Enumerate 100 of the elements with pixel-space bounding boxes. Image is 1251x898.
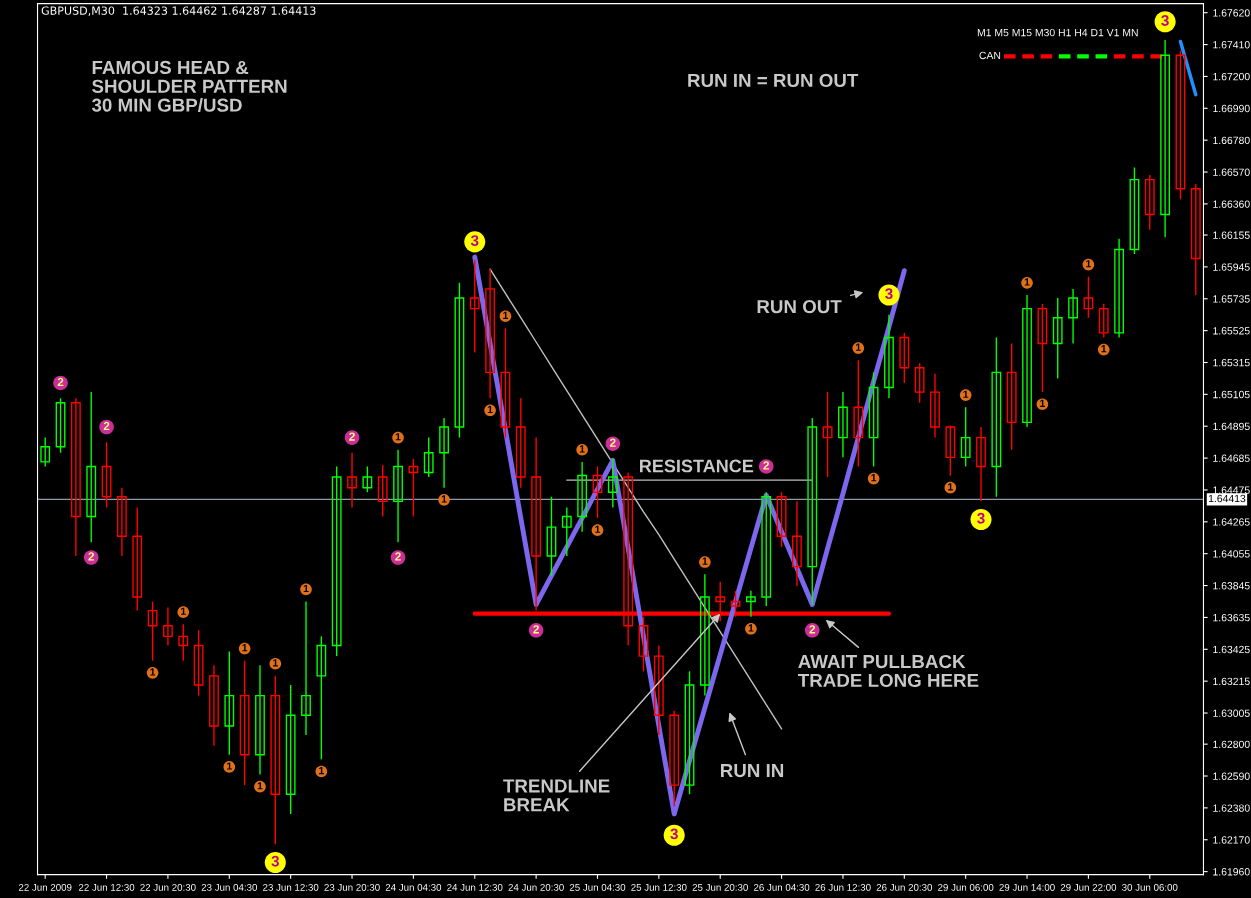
series-label: 1 — [273, 659, 278, 667]
text: 3 — [470, 235, 479, 246]
candlestick — [500, 327, 511, 439]
x-tick-label: 23 Jun 20:30 — [324, 883, 380, 891]
series-label: 2 — [349, 432, 355, 441]
text: 1 — [1101, 345, 1107, 353]
text: 1 — [242, 644, 248, 652]
candlestick — [270, 675, 281, 845]
y-tick-label: 1.63005 — [1213, 709, 1250, 717]
candlestick — [1006, 342, 1017, 451]
candlestick — [607, 458, 618, 509]
candlestick — [454, 282, 465, 439]
text: 1 — [595, 525, 601, 533]
candlestick — [86, 391, 97, 544]
candlestick — [178, 623, 189, 662]
candlestick — [408, 458, 419, 518]
candlestick — [991, 336, 1002, 498]
candlestick — [546, 496, 557, 577]
y-tick-label: 1.66155 — [1213, 231, 1250, 239]
annotation: AWAIT PULLBACK TRADE LONG HERE — [798, 654, 979, 688]
candlestick — [822, 391, 833, 478]
candlestick — [40, 436, 51, 468]
text: 1 — [1040, 399, 1045, 407]
candlestick — [285, 684, 296, 815]
text: 1 — [702, 557, 708, 565]
text: 3 — [670, 828, 678, 840]
text: 1 — [963, 390, 969, 398]
text: 2 — [533, 625, 539, 634]
annotation: FAMOUS HEAD & SHOULDER PATTERN 30 MIN GBP/USD — [91, 60, 287, 112]
candlestick — [1022, 294, 1032, 428]
y-tick-label: 1.65945 — [1213, 263, 1250, 271]
candlestick — [469, 259, 480, 354]
annotation: CAN — [979, 51, 1001, 60]
y-tick-label: 1.67410 — [1213, 41, 1250, 49]
candlestick — [132, 506, 143, 612]
text: 1 — [319, 766, 324, 775]
candlestick — [1068, 288, 1078, 345]
candlestick — [807, 417, 818, 606]
x-tick-label: 23 Jun 12:30 — [263, 883, 319, 891]
x-tick-label: 22 Jun 20:30 — [140, 883, 196, 891]
candlestick — [792, 500, 802, 588]
text: 1 — [441, 495, 447, 503]
x-tick-label: 25 Jun 04:30 — [569, 883, 626, 891]
candlestick — [669, 710, 680, 808]
candlestick — [1175, 49, 1186, 201]
candlestick — [147, 600, 158, 662]
text: 2 — [57, 377, 64, 387]
candlestick — [239, 659, 250, 786]
text: 1 — [856, 343, 861, 351]
candlestick — [393, 449, 403, 544]
candlestick — [1114, 238, 1124, 339]
text: 1 — [395, 433, 401, 441]
y-tick-label: 1.63425 — [1213, 645, 1250, 654]
x-tick-label: 24 Jun 04:30 — [385, 883, 442, 891]
x-tick-label: 26 Jun 20:30 — [876, 883, 933, 891]
series-label: 1 — [227, 762, 232, 770]
annotation: RUN OUT — [757, 299, 842, 314]
x-tick-label: 25 Jun 20:30 — [692, 883, 748, 891]
y-tick-label: 1.62590 — [1213, 772, 1250, 780]
x-tick-label: 30 Jun 06:00 — [1122, 883, 1178, 891]
candlestick — [347, 452, 357, 509]
candlestick — [163, 606, 173, 647]
candlestick — [653, 644, 664, 736]
x-tick-label: 29 Jun 06:00 — [938, 883, 994, 891]
candlestick — [914, 362, 925, 404]
candlestick — [362, 465, 373, 493]
text: 1 — [871, 474, 877, 482]
y-tick-label: 1.65525 — [1213, 327, 1250, 335]
candlestick — [868, 371, 879, 468]
y-tick-label: 1.67620 — [1213, 9, 1250, 17]
y-tick-label: 1.63215 — [1213, 677, 1250, 686]
series-label: 3 — [271, 855, 280, 867]
candlestick — [761, 491, 772, 607]
text: 2 — [809, 625, 816, 634]
text: 1 — [579, 445, 585, 453]
x-tick-label: 29 Jun 22:00 — [1060, 883, 1117, 891]
text: 3 — [977, 512, 985, 524]
candlestick — [1144, 174, 1155, 231]
x-tick-label: 29 Jun 14:00 — [999, 883, 1055, 891]
candlestick — [116, 486, 127, 557]
candlestick — [699, 573, 710, 697]
text: 1 — [487, 405, 493, 413]
candlestick — [884, 313, 894, 399]
x-tick-label: 25 Jun 12:30 — [631, 883, 687, 891]
text: 2 — [609, 438, 616, 447]
annotation: TRENDLINE BREAK — [503, 779, 610, 812]
x-tick-label: 22 Jun 2009 — [18, 883, 72, 891]
candlestick — [101, 441, 112, 509]
text: 2 — [763, 461, 770, 470]
text: 1 — [748, 624, 754, 632]
candlestick — [1052, 297, 1063, 380]
x-tick-label: 26 Jun 12:30 — [815, 883, 871, 891]
candlestick — [577, 461, 588, 533]
y-tick-label: 1.64685 — [1213, 454, 1250, 462]
y-tick-label: 1.61960 — [1213, 868, 1250, 876]
text: 1 — [1086, 260, 1092, 268]
ref-line-label: 1.64413 — [1208, 494, 1246, 503]
y-tick-label: 1.66780 — [1213, 136, 1250, 145]
text: 1 — [150, 668, 156, 676]
y-tick-label: 1.62170 — [1213, 836, 1250, 844]
